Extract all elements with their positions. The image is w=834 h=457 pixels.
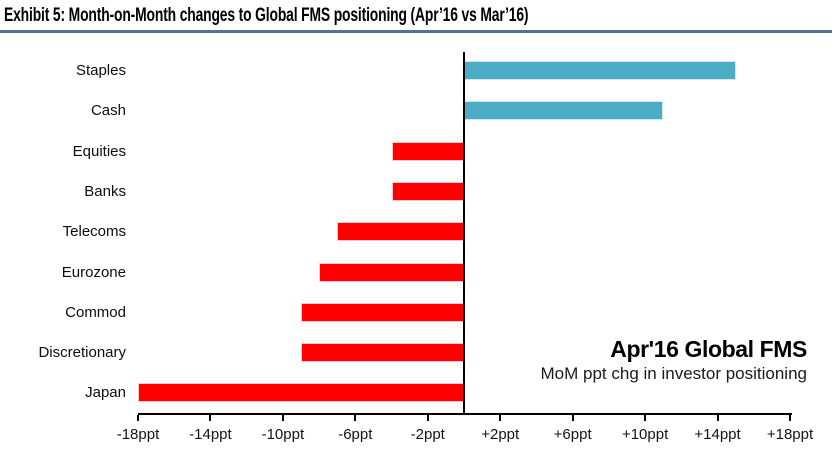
axis-tick-label: +10ppt (621, 426, 669, 443)
bar-equities (391, 141, 464, 161)
bar-chart: Apr'16 Global FMS MoM ppt chg in investo… (0, 36, 834, 457)
category-label-staples: Staples (75, 62, 126, 79)
category-label-telecoms: Telecoms (62, 223, 126, 241)
axis-tick (789, 415, 791, 421)
bar-discretionary (301, 343, 464, 363)
axis-tick-label: +6ppt (553, 426, 592, 443)
category-label-japan: Japan (85, 384, 126, 402)
axis-tick-label: -18ppt (116, 426, 160, 443)
chart-title: Apr'16 Global FMS (610, 336, 807, 362)
bar-cash (464, 101, 664, 121)
exhibit-title: Exhibit 5: Month-on-Month changes to Glo… (4, 5, 529, 26)
bar-eurozone (319, 262, 464, 282)
axis-tick-label: -10ppt (261, 426, 305, 443)
chart-subtitle: MoM ppt chg in investor positioning (540, 364, 807, 383)
axis-tick-label: -2ppt (410, 426, 445, 443)
axis-tick (644, 415, 647, 421)
bar-japan (138, 383, 464, 403)
axis-tick-label: +2ppt (481, 426, 520, 443)
category-label-banks: Banks (84, 182, 126, 200)
category-label-eurozone: Eurozone (61, 263, 126, 281)
axis-tick (426, 415, 429, 421)
bar-telecoms (337, 222, 464, 242)
bar-commod (301, 302, 464, 322)
axis-tick (209, 415, 212, 421)
category-label-cash: Cash (90, 102, 126, 120)
category-label-equities: Equities (72, 142, 126, 160)
axis-tick-label: +18ppt (766, 426, 814, 443)
axis-tick (281, 415, 284, 421)
axis-tick-label: +14ppt (694, 426, 741, 443)
axis-tick-label: -6ppt (338, 426, 373, 443)
axis-tick (354, 415, 357, 421)
title-underline (0, 30, 832, 33)
axis-tick (716, 415, 719, 421)
bar-banks (391, 181, 464, 201)
x-axis-line (138, 413, 792, 415)
zero-axis-line (463, 52, 465, 415)
axis-tick (499, 415, 502, 421)
bar-staples (464, 61, 736, 80)
axis-tick (137, 415, 139, 421)
category-label-commod: Commod (65, 303, 126, 321)
axis-tick (571, 415, 574, 421)
axis-tick-label: -14ppt (189, 426, 232, 443)
category-label-discretionary: Discretionary (38, 344, 126, 362)
chart-annotation: Apr'16 Global FMS MoM ppt chg in investo… (540, 336, 808, 384)
